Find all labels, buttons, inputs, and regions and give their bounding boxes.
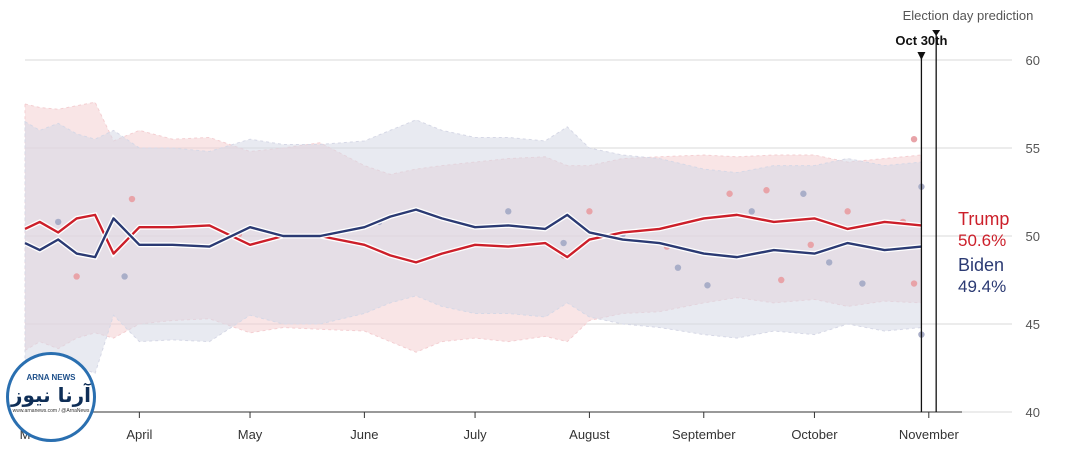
poll-point-biden-24	[825, 259, 833, 266]
poll-point-trump-7	[763, 187, 770, 194]
series-line-trump	[24, 213, 922, 264]
x-tick-november: November	[899, 427, 960, 442]
series-value-biden: 49.4%	[958, 277, 1006, 296]
y-tick-55: 55	[1026, 141, 1040, 156]
current-date-label: Oct 30th	[895, 33, 947, 48]
x-tick-september: September	[672, 427, 736, 442]
poll-point-biden-22	[748, 208, 755, 215]
x-axis-ticks: M April May June July August September October N…	[20, 411, 962, 442]
current-date-arrow	[917, 52, 926, 60]
x-tick-m: M	[20, 427, 31, 442]
poll-point-biden-17	[505, 208, 512, 215]
election-day-arrow	[932, 30, 941, 36]
poll-point-trump-6	[726, 190, 733, 197]
series-labels: Trump 50.6% Biden 49.4%	[958, 209, 1009, 296]
y-tick-60: 60	[1026, 53, 1040, 68]
poll-point-biden-18	[560, 239, 567, 247]
x-tick-october: October	[791, 427, 838, 442]
y-tick-45: 45	[1026, 317, 1040, 332]
series-label-trump: Trump	[958, 209, 1009, 229]
date-markers: Election day prediction Oct 30th	[895, 8, 1033, 412]
election-day-label: Election day prediction	[903, 8, 1034, 23]
logo-website: www.arnanews.com / @ArnaNews	[12, 408, 90, 414]
y-tick-40: 40	[1026, 405, 1040, 420]
series-label-biden: Biden	[958, 255, 1004, 275]
poll-point-trump-12	[910, 136, 918, 143]
poll-point-biden-15	[121, 273, 128, 280]
series-line-biden	[24, 208, 922, 259]
poll-point-trump-1	[128, 195, 136, 203]
poll-point-trump-0	[73, 273, 80, 280]
poll-point-biden-20	[674, 264, 682, 271]
logo-brand-en: ARNA NEWS	[26, 373, 76, 382]
y-axis-ticks: 40 45 50 55 60	[1026, 53, 1040, 420]
series-lines	[23, 206, 922, 266]
arna-news-logo: ARNA NEWS آرنا نیوز www.arnanews.com / @…	[6, 352, 96, 442]
x-tick-july: July	[463, 427, 487, 442]
poll-point-biden-23	[800, 190, 807, 197]
x-tick-april: April	[126, 427, 152, 442]
x-tick-june: June	[350, 427, 378, 442]
poll-point-trump-10	[844, 208, 851, 215]
poll-point-biden-14	[55, 218, 62, 226]
poll-point-trump-13	[910, 280, 918, 287]
poll-point-trump-9	[807, 241, 814, 248]
logo-brand-fa: آرنا نیوز	[10, 383, 92, 407]
y-tick-50: 50	[1026, 229, 1040, 244]
x-tick-may: May	[238, 427, 263, 442]
poll-point-trump-4	[586, 208, 593, 215]
poll-point-biden-25	[859, 280, 866, 287]
x-tick-august: August	[569, 427, 610, 442]
poll-point-biden-21	[704, 282, 711, 289]
poll-point-trump-8	[778, 276, 785, 284]
series-value-trump: 50.6%	[958, 231, 1006, 250]
confidence-bands	[24, 101, 922, 374]
